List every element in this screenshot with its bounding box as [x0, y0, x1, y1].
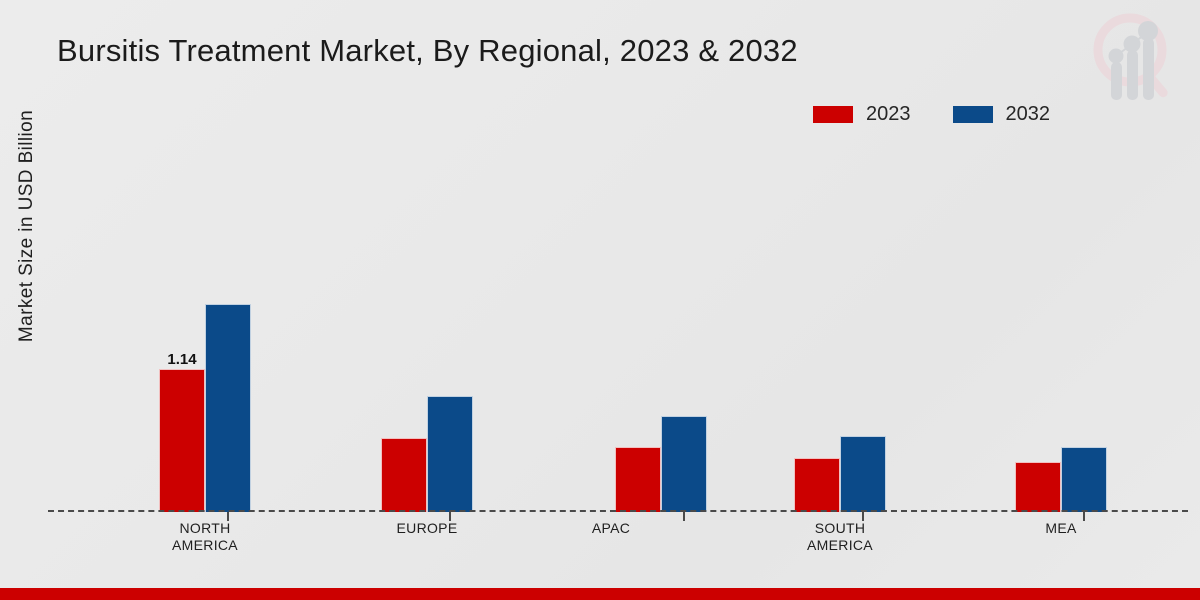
- bar-group-north-america: 1.14: [159, 304, 251, 521]
- axis-tick-apac: [683, 512, 685, 521]
- x-axis-label-north-america-line1: NORTH: [179, 520, 231, 536]
- bar-group-south-america: [794, 436, 886, 521]
- x-axis-label-apac: APAC: [521, 520, 701, 537]
- bar-europe-2023[interactable]: [381, 438, 427, 512]
- bar-mea-2023[interactable]: [1015, 462, 1061, 512]
- x-axis-label-south-america: SOUTH AMERICA: [750, 520, 930, 554]
- x-axis-label-south-america-line2: AMERICA: [807, 537, 873, 553]
- x-axis-label-north-america-line2: AMERICA: [172, 537, 238, 553]
- bar-mea-2032[interactable]: [1061, 447, 1107, 521]
- chart-title: Bursitis Treatment Market, By Regional, …: [57, 33, 798, 68]
- legend-item-2032[interactable]: 2032: [952, 103, 1051, 125]
- bar-europe-2032[interactable]: [427, 396, 473, 521]
- x-axis-label-south-america-line1: SOUTH: [814, 520, 866, 536]
- x-axis-label-europe-line1: EUROPE: [396, 520, 458, 536]
- legend-swatch-2032: [952, 105, 993, 123]
- x-axis-label-europe: EUROPE: [337, 520, 517, 537]
- legend-label-2032: 2032: [1005, 103, 1051, 125]
- bar-south-america-2032[interactable]: [840, 436, 886, 521]
- x-axis-label-north-america: NORTH AMERICA: [115, 520, 295, 554]
- bar-value-label-north-america-2023: 1.14: [167, 351, 197, 368]
- bar-apac-2032[interactable]: [661, 416, 707, 521]
- bar-group-mea: [1015, 447, 1107, 521]
- x-axis-label-mea: MEA: [971, 520, 1151, 537]
- legend-label-2023: 2023: [866, 103, 911, 125]
- axis-tick-europe: [449, 512, 451, 521]
- bar-north-america-2023[interactable]: 1.14: [159, 351, 205, 512]
- bar-group-europe: [381, 396, 473, 521]
- x-axis-baseline: [48, 510, 1188, 512]
- legend-swatch-2023: [813, 105, 853, 123]
- axis-tick-north-america: [227, 512, 229, 521]
- plot-area: 1.14: [48, 150, 1188, 521]
- x-axis-label-mea-line1: MEA: [1045, 520, 1077, 536]
- bar-south-america-2023[interactable]: [794, 458, 840, 512]
- axis-tick-south-america: [862, 512, 864, 521]
- legend-item-2023[interactable]: 2023: [813, 104, 911, 124]
- watermark-logo: [1078, 6, 1186, 102]
- bottom-accent-bar: [0, 588, 1200, 600]
- bar-group-apac: [615, 416, 707, 521]
- bar-apac-2023[interactable]: [615, 447, 661, 512]
- x-axis-label-apac-line1: APAC: [591, 520, 631, 536]
- y-axis-title: Market Size in USD Billion: [16, 109, 37, 343]
- bar-north-america-2032[interactable]: [205, 304, 251, 521]
- chart-legend: 2023 2032: [813, 104, 1050, 124]
- axis-tick-mea: [1083, 512, 1085, 521]
